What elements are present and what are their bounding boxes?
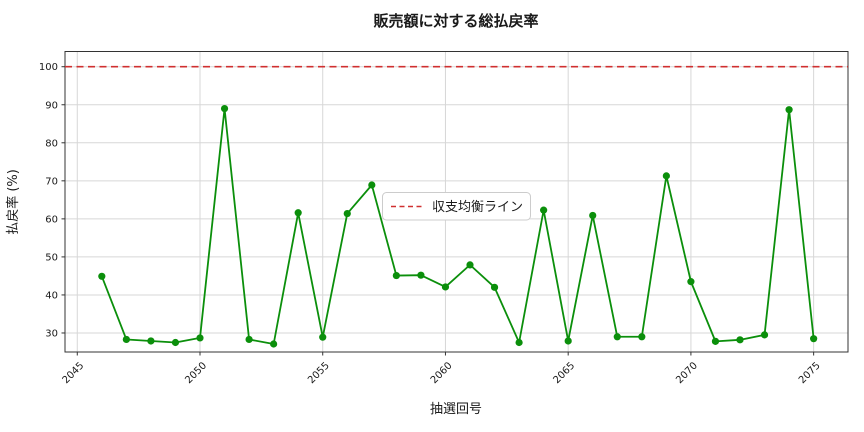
x-tick-label: 2075 [797,360,823,386]
data-point-marker [638,333,646,341]
y-tick-label: 90 [45,100,58,111]
data-point-marker [270,340,278,348]
y-tick-label: 70 [45,176,58,187]
data-point-marker [220,104,229,113]
data-point-marker [417,271,425,279]
data-point-marker [343,209,351,218]
legend: 収支均衡ライン [382,192,531,221]
y-tick-label: 60 [45,214,58,225]
data-point-marker [368,181,376,189]
data-point-marker [687,278,695,286]
x-tick-label: 2065 [552,360,578,386]
data-point-marker [122,335,130,344]
x-tick-label: 2060 [429,360,455,386]
grid-lines [65,51,848,352]
data-point-marker [589,211,597,220]
y-tick-label: 80 [45,138,58,149]
x-tick-label: 2045 [61,360,87,386]
data-point-marker [147,337,155,345]
data-point-marker [98,272,106,280]
data-point-marker [662,172,670,180]
data-point-marker [564,337,572,345]
data-point-marker [515,338,523,347]
data-point-marker [466,261,474,269]
legend-box [382,192,531,221]
legend-label: 収支均衡ライン [432,200,523,215]
payout-line [100,107,815,345]
chart-title: 販売額に対する総払戻率 [373,12,538,30]
data-point-marker [736,336,744,344]
x-tick-label: 2055 [306,360,332,386]
data-point-marker [810,335,818,343]
data-point-marker [540,206,548,214]
data-point-marker [294,209,302,217]
y-axis-label: 払戻率 (%) [5,169,21,235]
data-point-marker [196,334,204,342]
x-axis-label: 抽選回号 [430,402,482,417]
data-point-marker [392,271,400,280]
data-point-marker [490,283,499,291]
data-point-marker [245,335,253,344]
y-tick-label: 30 [45,328,58,339]
data-point-marker [171,338,180,347]
data-point-marker [319,333,327,341]
y-tick-label: 50 [45,252,58,263]
plot-area [64,51,849,353]
data-point-marker [785,106,793,114]
axis-ticks: 30 40 50 60 70 80 90 100 2045 2050 2055 2060 2065 207… [39,62,823,386]
x-tick-label: 2070 [674,360,700,386]
x-tick-label: 2050 [183,360,209,386]
y-tick-label: 40 [45,290,58,301]
data-point-marker [760,331,769,339]
y-tick-label: 100 [39,62,58,73]
data-point-marker [441,283,450,291]
data-point-marker [711,337,720,345]
data-point-marker [613,333,621,341]
payout-line-series [65,65,848,348]
